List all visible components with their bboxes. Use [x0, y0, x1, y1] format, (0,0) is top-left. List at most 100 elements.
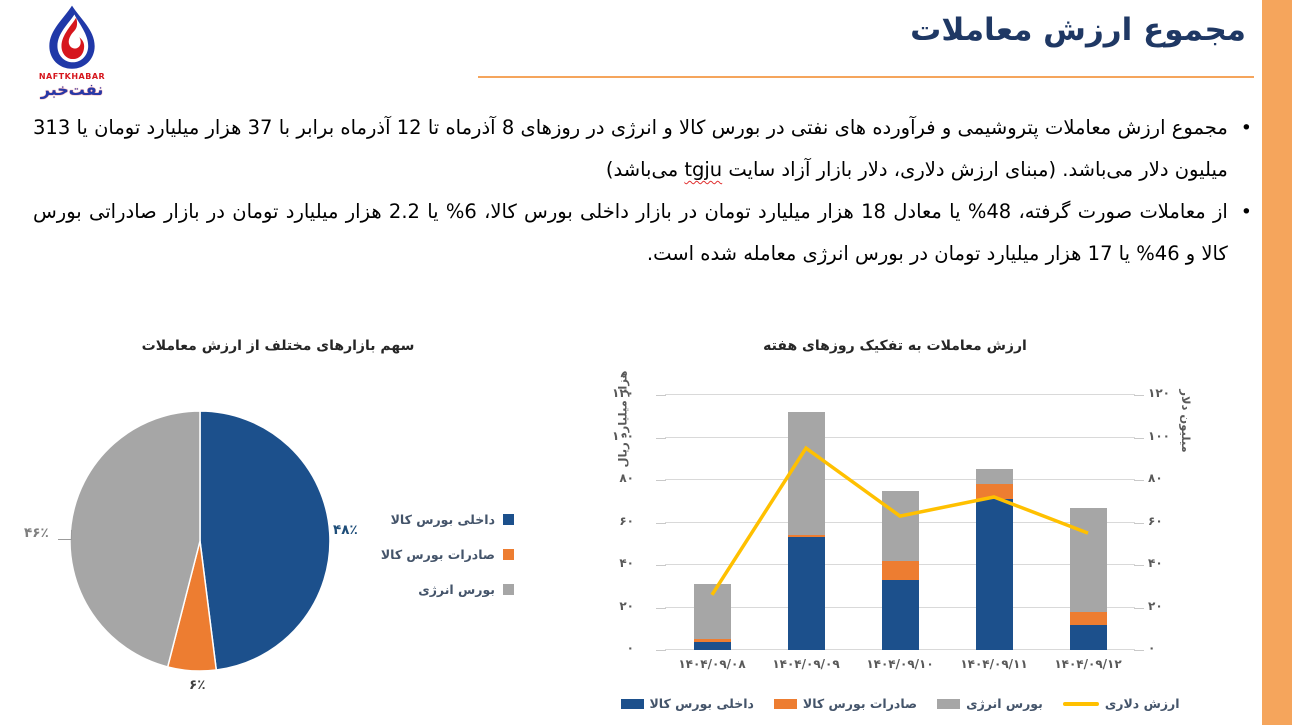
legend-swatch — [620, 698, 644, 709]
pie-chart-svg — [69, 410, 331, 672]
y-tick-label: ۱۲۰ — [1148, 386, 1170, 400]
bullet-marker: • — [1240, 117, 1252, 139]
legend-label: داخلی بورس کالا — [390, 512, 495, 527]
bar-segment — [881, 490, 919, 561]
y-tick-label: ۶۰ — [1148, 513, 1163, 528]
y-tick-label: ۱۰۰ — [1148, 428, 1170, 443]
y-tick-label: ۱۲۰ — [612, 386, 634, 400]
legend-label: ارزش دلاری — [1104, 696, 1180, 711]
bar-segment — [975, 484, 1013, 500]
legend-swatch — [773, 698, 797, 709]
bullet-item-2: • از معاملات صورت گرفته، 48% یا معادل 18… — [33, 191, 1252, 275]
y-tick-label: ۲۰ — [1148, 598, 1163, 613]
bar-segment — [693, 639, 731, 642]
tick-mark — [656, 480, 666, 481]
bar-segment — [1069, 507, 1107, 612]
tick-mark — [656, 607, 666, 609]
bar-legend-item: ارزش دلاری — [1062, 696, 1180, 711]
pie-leader-line — [58, 530, 72, 540]
legend-swatch — [503, 584, 514, 595]
legend-swatch — [937, 698, 961, 709]
x-axis-labels: ۱۴۰۴/۰۹/۰۸ ۱۴۰۴/۰۹/۰۹ ۱۴۰۴/۰۹/۱۰ ۱۴۰۴/۰۹/۱۱… — [665, 657, 1135, 671]
x-tick-label: ۱۴۰۴/۰۹/۱۲ — [1054, 657, 1122, 671]
x-tick-label: ۱۴۰۴/۰۹/۱۰ — [866, 657, 934, 671]
tick-mark — [1134, 480, 1144, 481]
y-tick-label: ۲۰ — [619, 598, 634, 613]
bar-legend-item: داخلی بورس کالا — [620, 696, 754, 711]
gridline — [665, 436, 1135, 438]
pie-label-6: ۶٪ — [189, 677, 206, 693]
tick-mark — [656, 395, 666, 396]
tick-mark — [1134, 437, 1144, 439]
pie-chart-title: سهم بازارهای مختلف از ارزش معاملات — [141, 338, 415, 354]
tick-mark — [656, 437, 666, 439]
bullet-text-2: از معاملات صورت گرفته، 48% یا معادل 18 ه… — [33, 200, 1228, 265]
legend-label: بورس انرژی — [418, 582, 495, 597]
x-tick-label: ۱۴۰۴/۰۹/۰۸ — [678, 657, 746, 671]
accent-bar — [1262, 0, 1292, 725]
bar-segment — [787, 537, 825, 650]
y-tick-label: ۴۰ — [619, 556, 634, 570]
dollar-value-line — [710, 445, 1089, 596]
tick-mark — [1134, 522, 1144, 524]
tick-mark — [656, 565, 666, 566]
y-axis-right-ticks: ۰ ۲۰ ۴۰ ۶۰ ۸۰ ۱۰۰ ۱۲۰ — [1134, 386, 1192, 655]
logo: NAFTKHABAR نفت‌خبر — [24, 4, 120, 99]
bar-plot — [665, 394, 1135, 650]
tick-mark — [656, 650, 666, 651]
pie-slice — [199, 410, 331, 671]
bar-legend-item: بورس انرژی — [937, 696, 1043, 711]
brand-name-en: NAFTKHABAR — [38, 72, 106, 81]
legend-label: داخلی بورس کالا — [649, 696, 754, 711]
bar-chart-title: ارزش معاملات به تفکیک روزهای هفته — [763, 338, 1027, 354]
bullet-marker: • — [1240, 201, 1252, 223]
y-tick-label: ۸۰ — [619, 471, 634, 485]
bar-segment — [881, 560, 919, 580]
legend-label: صادرات بورس کالا — [380, 547, 495, 562]
pie-legend-item: صادرات بورس کالا — [350, 537, 514, 572]
bullet-list: • مجموع ارزش معاملات پتروشیمی و فرآورده … — [33, 107, 1252, 275]
bullet-item-1: • مجموع ارزش معاملات پتروشیمی و فرآورده … — [33, 107, 1252, 191]
y-tick-label: ۸۰ — [1148, 471, 1163, 485]
y-tick-label: ۱۰۰ — [612, 428, 634, 443]
legend-line-swatch — [1062, 701, 1099, 706]
tick-mark — [656, 522, 666, 524]
x-tick-label: ۱۴۰۴/۰۹/۱۱ — [960, 657, 1028, 671]
pie-legend-item: بورس انرژی — [350, 572, 514, 607]
pie-legend-item: داخلی بورس کالا — [350, 502, 514, 537]
bar-legend: داخلی بورس کالا صادرات بورس کالا بورس ان… — [620, 696, 1180, 711]
brand-name-fa: نفت‌خبر — [40, 80, 104, 99]
pie-legend: داخلی بورس کالا صادرات بورس کالا بورس ان… — [350, 502, 514, 607]
gridline — [665, 394, 1135, 395]
y-tick-label: ۶۰ — [619, 513, 634, 528]
legend-swatch — [503, 549, 514, 560]
y-tick-label: ۰ — [626, 641, 634, 655]
bar-segment — [693, 641, 731, 650]
legend-swatch — [503, 514, 514, 525]
tick-mark — [1134, 607, 1144, 609]
tick-mark — [1134, 650, 1144, 651]
flame-icon — [49, 5, 95, 69]
bar-segment — [881, 579, 919, 650]
bar-segment — [975, 469, 1013, 485]
gridline — [665, 479, 1135, 480]
legend-label: صادرات بورس کالا — [802, 696, 918, 711]
bar-segment — [787, 535, 825, 538]
tick-mark — [1134, 565, 1144, 566]
y-tick-label: ۰ — [1148, 641, 1156, 655]
bar-segment — [1069, 624, 1107, 650]
x-tick-label: ۱۴۰۴/۰۹/۰۹ — [772, 657, 840, 671]
pie-slice — [69, 410, 201, 668]
pie-label-48: ۴۸٪ — [333, 522, 358, 538]
page-title: مجموع ارزش معاملات — [910, 12, 1246, 48]
bar-segment — [1069, 611, 1107, 625]
y-tick-label: ۴۰ — [1148, 556, 1163, 570]
pie-label-46: ۴۶٪ — [24, 525, 49, 541]
bar-segment — [787, 412, 825, 536]
title-underline — [478, 76, 1254, 78]
bar-segment — [975, 499, 1013, 650]
tick-mark — [1134, 395, 1144, 396]
y-axis-left-ticks: ۰ ۲۰ ۴۰ ۶۰ ۸۰ ۱۰۰ ۱۲۰ — [598, 386, 666, 655]
misspelled-word: tgju — [684, 158, 723, 181]
